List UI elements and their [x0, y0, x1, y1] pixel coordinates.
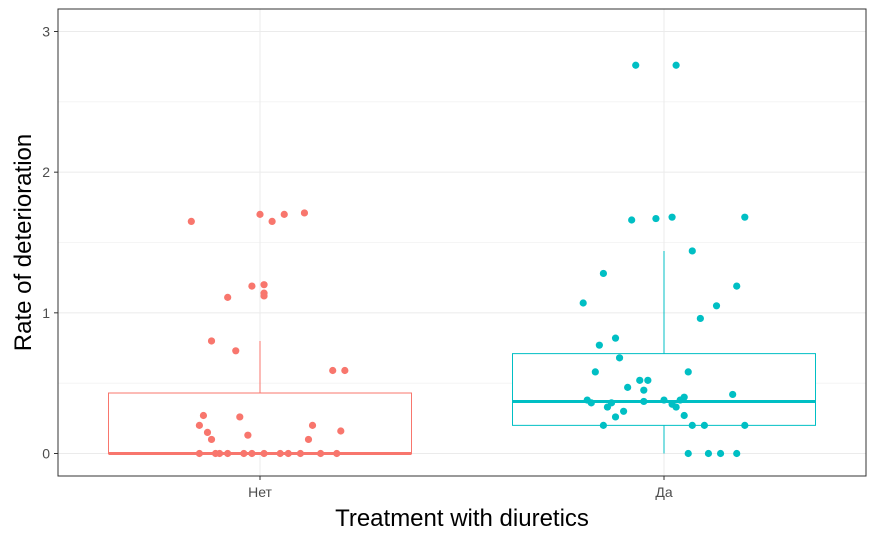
data-point [280, 210, 288, 218]
data-point [248, 449, 256, 458]
panel-border [57, 8, 867, 477]
data-point [276, 449, 284, 458]
data-point [244, 431, 252, 439]
data-point [729, 390, 737, 399]
data-point [260, 292, 268, 300]
data-point [615, 354, 624, 362]
y-axis-title: Rate of deterioration [10, 134, 37, 351]
data-point [187, 217, 195, 226]
data-point [203, 428, 212, 436]
data-point [260, 281, 268, 289]
data-point [599, 421, 608, 429]
data-point [591, 368, 599, 376]
data-point [195, 421, 203, 429]
box-iqr [108, 392, 412, 454]
data-point [211, 449, 220, 458]
y-axis: 0 1 2 3 [42, 24, 58, 461]
data-point [232, 347, 240, 355]
data-point [716, 449, 725, 458]
x-tick-label: Да [655, 484, 672, 500]
data-point [672, 403, 680, 411]
data-point [733, 282, 741, 290]
data-point [195, 449, 203, 458]
data-point [620, 407, 628, 415]
data-point [660, 396, 668, 404]
data-point [341, 366, 349, 375]
data-point [329, 366, 337, 375]
x-tick-label: Нет [248, 484, 272, 500]
data-point [684, 368, 692, 376]
box-da [512, 250, 816, 454]
data-point [240, 449, 248, 458]
data-point [579, 299, 587, 307]
data-point [632, 61, 640, 69]
data-point [696, 314, 704, 323]
data-point [317, 449, 325, 458]
data-point [680, 393, 688, 401]
x-axis-title: Treatment with diuretics [335, 505, 589, 532]
data-point [207, 435, 216, 444]
box-iqr [512, 353, 816, 426]
data-point [668, 213, 676, 221]
data-point [248, 282, 256, 290]
y-tick-label: 1 [42, 305, 50, 321]
data-point [304, 435, 313, 444]
x-axis: Нет Да [248, 476, 673, 500]
data-point [268, 217, 276, 226]
data-point [652, 214, 660, 223]
data-point [224, 449, 232, 458]
y-tick-label: 2 [42, 164, 50, 180]
data-point [640, 386, 648, 394]
data-point [688, 421, 696, 429]
data-point [199, 411, 208, 420]
data-point [672, 61, 680, 69]
data-point [207, 337, 216, 345]
data-point [300, 209, 309, 217]
data-point [688, 247, 696, 255]
data-point [333, 449, 341, 458]
data-point [644, 376, 652, 384]
data-point [704, 449, 713, 458]
data-point [308, 421, 317, 429]
data-point [636, 376, 644, 384]
y-tick-label: 0 [42, 445, 50, 461]
data-point [337, 427, 345, 435]
data-point [587, 399, 595, 407]
boxes [108, 250, 816, 455]
data-point [684, 449, 692, 458]
data-point [296, 449, 304, 458]
y-tick-label: 3 [42, 24, 50, 40]
data-points [187, 61, 749, 458]
data-point [284, 449, 292, 458]
data-point [733, 449, 741, 458]
data-point [611, 334, 620, 342]
data-point [628, 216, 636, 224]
data-point [640, 397, 648, 406]
data-point [224, 293, 232, 301]
data-point [700, 421, 709, 429]
data-point [741, 213, 749, 221]
data-point [611, 413, 620, 421]
box-net [108, 340, 412, 455]
data-point [260, 449, 268, 458]
data-point [599, 269, 608, 278]
data-point [595, 341, 603, 349]
data-point [603, 403, 612, 411]
data-point [624, 383, 632, 391]
data-point [680, 411, 688, 420]
data-point [741, 421, 749, 429]
data-point [256, 210, 264, 218]
data-point [712, 302, 721, 310]
data-point [236, 413, 244, 421]
